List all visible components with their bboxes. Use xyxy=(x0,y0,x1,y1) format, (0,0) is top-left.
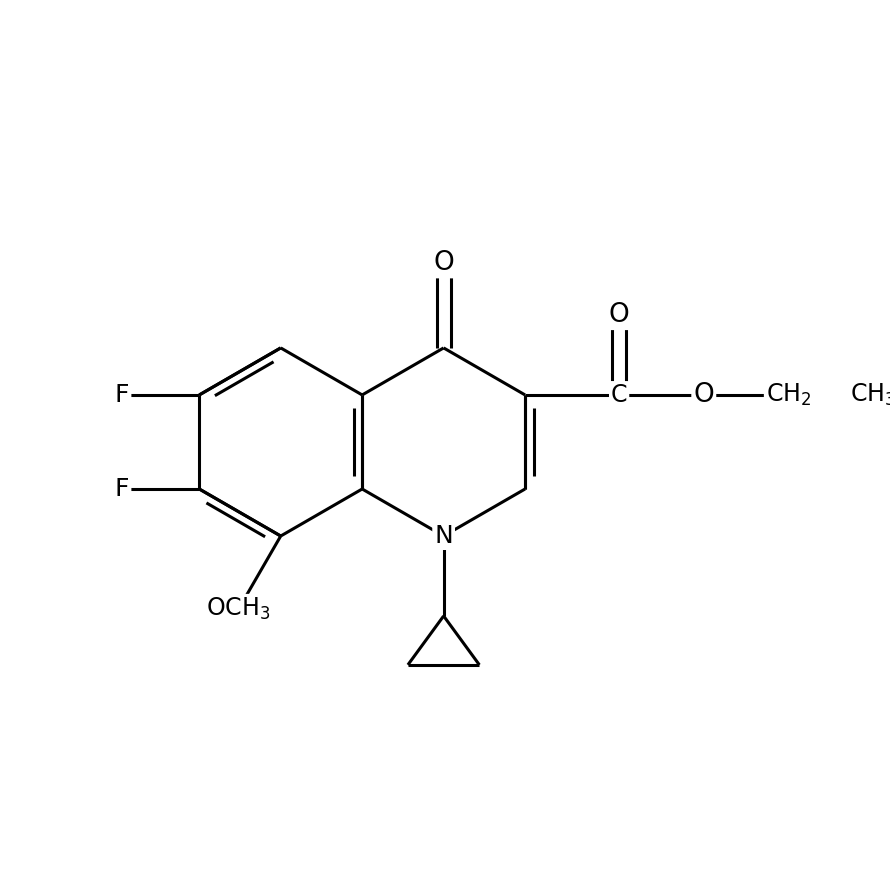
Text: OCH$_3$: OCH$_3$ xyxy=(206,596,271,622)
Text: N: N xyxy=(434,524,453,548)
Text: F: F xyxy=(115,477,129,501)
Text: C: C xyxy=(611,383,627,407)
Text: CH$_2$: CH$_2$ xyxy=(765,382,811,408)
Text: CH$_3$: CH$_3$ xyxy=(850,382,890,408)
Text: O: O xyxy=(433,250,454,276)
Text: O: O xyxy=(609,302,629,328)
Text: O: O xyxy=(693,382,714,408)
Text: F: F xyxy=(115,383,129,407)
